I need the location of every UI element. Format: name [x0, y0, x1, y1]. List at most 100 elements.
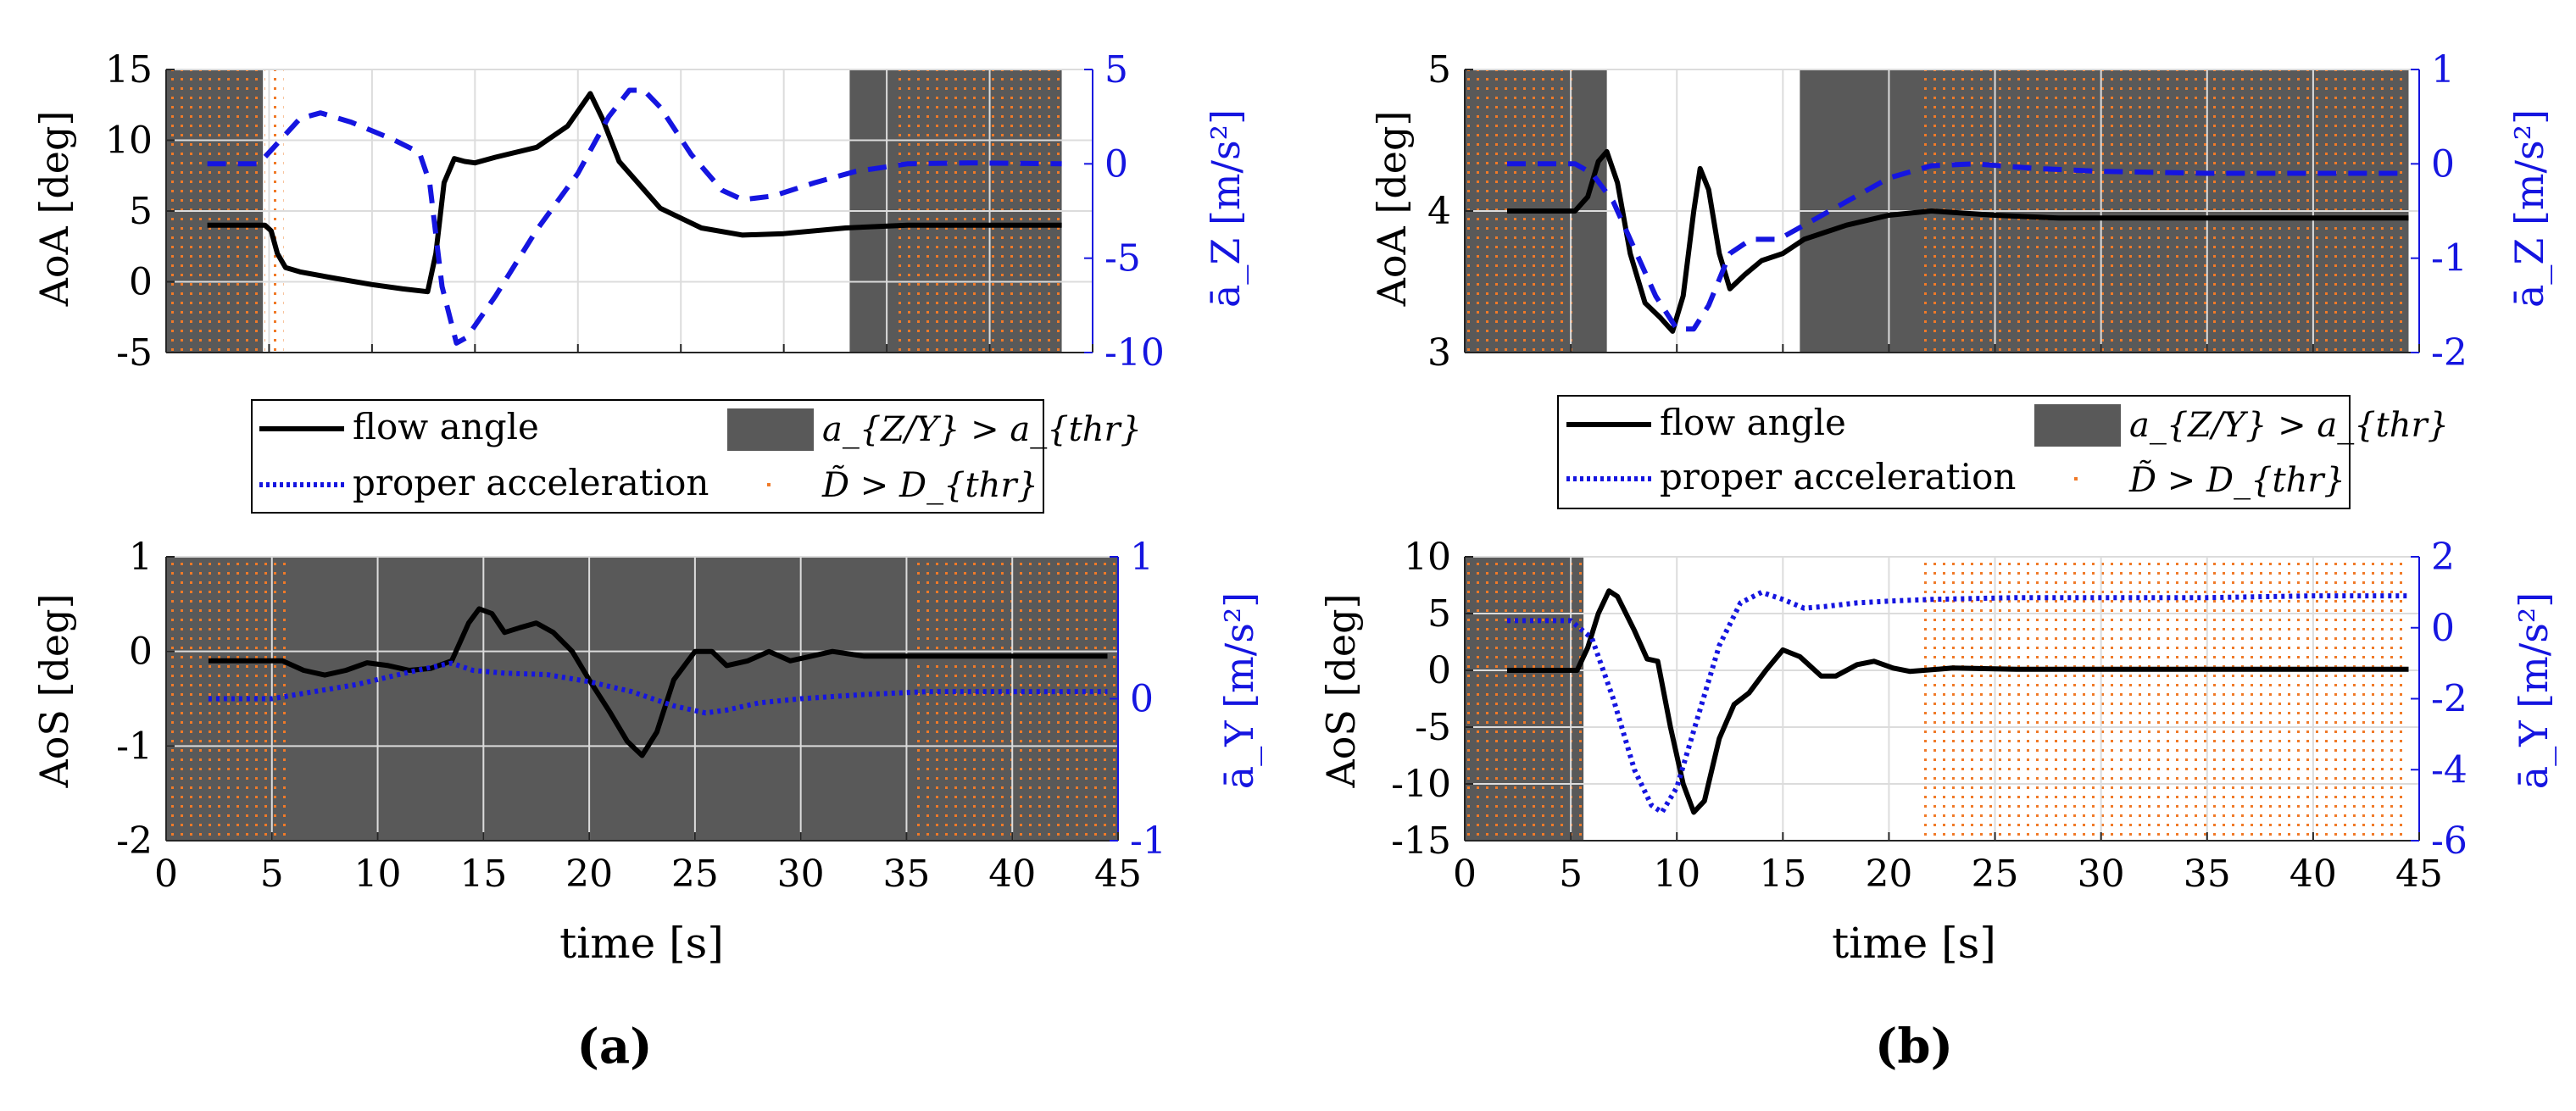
b-top-y2tick-label: 0: [2431, 142, 2455, 186]
legend-a: flow angle proper acceleration a_{Z/Y} >…: [251, 399, 1142, 514]
b-bottom-xtick-label: 10: [1653, 853, 1700, 896]
b-top-y2tick-label: 1: [2431, 48, 2455, 92]
chart-a-top: -5 0 5 10 15 -10 -5 0 5 AoA [deg] ā_Z [m/s²]: [31, 48, 1249, 375]
a-bottom-y2tick-label: 1: [1130, 536, 1154, 579]
a-bottom-spans: [166, 557, 1118, 841]
b-bottom-xtick-label: 5: [1559, 853, 1583, 896]
a-bottom-xtick-label: 35: [882, 853, 930, 896]
b-bottom-xtick-label: 15: [1759, 853, 1806, 896]
b-top-ytick-label: 3: [1427, 331, 1451, 375]
chart-a-bottom: 0 5 10 15 20 25 30 35 40 45 -2 -1 0 1 -1 0 1 AoS [deg] ā…: [31, 536, 1262, 968]
a-top-ytick-label: 10: [105, 119, 153, 163]
a-bottom-xlabel: time [s]: [559, 919, 724, 968]
panel-label-b: (b): [1875, 1019, 1953, 1075]
b-top-series-flow-angle: [1507, 148, 2409, 334]
b-bottom-xtick-label: 35: [2184, 853, 2231, 896]
a-top-y2tick-label: -5: [1104, 237, 1141, 281]
b-bottom-y2tick-label: -4: [2431, 748, 2468, 792]
a-top-y2tick-label: -10: [1104, 331, 1165, 375]
b-bottom-ytick-label: 10: [1404, 536, 1451, 579]
b-bottom-ytick-label: -15: [1391, 819, 1451, 863]
a-bottom-xtick-label: 40: [988, 853, 1036, 896]
b-top-ylabel: AoA [deg]: [1369, 111, 1415, 308]
b-bottom-y2tick-label: 0: [2431, 607, 2455, 650]
b-bottom-xlabel: time [s]: [1832, 919, 1996, 968]
b-bottom-ylabel: AoS [deg]: [1318, 593, 1364, 788]
legend-b-accel-label: proper acceleration: [1660, 456, 2016, 497]
a-bottom-ytick-label: -2: [116, 819, 153, 863]
a-bottom-ylabel: AoS [deg]: [31, 593, 77, 788]
a-bottom-ytick-label: 1: [129, 536, 153, 579]
b-top-ytick-label: 4: [1427, 190, 1451, 233]
b-bottom-y2tick-label: -2: [2431, 678, 2468, 721]
b-bottom-dist-span: [1918, 557, 2409, 841]
b-bottom-y2tick-label: 2: [2431, 536, 2455, 579]
a-bottom-y2tick-label: 0: [1130, 678, 1154, 721]
a-bottom-series-flow-angle: [208, 606, 1108, 758]
legend-b-dots-swatch: [2074, 477, 2078, 481]
legend-a-shade-swatch: [727, 408, 814, 451]
a-top-y2label: ā_Z [m/s²]: [1203, 109, 1249, 308]
b-top-y2tick-label: -1: [2431, 237, 2468, 281]
chart-b-bottom: 0 5 10 15 20 25 30 35 40 45 -15 -10 -5 0 5 10 -6 -4 -2 0 2 A…: [1318, 536, 2557, 968]
a-bottom-xtick-label: 25: [671, 853, 719, 896]
b-bottom-series: [1507, 588, 2409, 815]
a-bottom-series: [208, 606, 1108, 758]
b-bottom-ytick-label: 0: [1427, 649, 1451, 692]
a-bottom-axes: 0 5 10 15 20 25 30 35 40 45 -2 -1 0 1 -1 0 1: [116, 536, 1166, 896]
legend-b-flow-label: flow angle: [1660, 402, 1846, 443]
b-bottom-dist-span: [1465, 557, 1584, 841]
a-top-series: [207, 87, 1062, 346]
a-bottom-xtick-label: 5: [260, 853, 284, 896]
a-top-ytick-label: -5: [116, 331, 153, 375]
b-bottom-xtick-label: 30: [2078, 853, 2125, 896]
b-top-axes: 3 4 5 -2 -1 0 1: [1427, 48, 2468, 375]
a-bottom-ytick-label: 0: [129, 630, 153, 674]
a-top-series-flow-angle: [207, 91, 1062, 295]
a-top-ytick-label: 5: [129, 190, 153, 233]
b-top-y2label: ā_Z [m/s²]: [2506, 109, 2552, 308]
b-top-series: [1507, 148, 2409, 334]
b-bottom-ytick-label: 5: [1427, 592, 1451, 636]
b-bottom-axes: 0 5 10 15 20 25 30 35 40 45 -15 -10 -5 0 5 10 -6 -4 -2 0 2: [1391, 536, 2468, 896]
b-bottom-xtick-label: 40: [2289, 853, 2337, 896]
legend-b-shade-swatch: [2034, 404, 2121, 447]
b-top-y2tick-label: -2: [2431, 331, 2468, 375]
b-bottom-series-flow-angle: [1507, 588, 2409, 815]
legend-a-box: [251, 399, 1044, 514]
legend-a-flow-label: flow angle: [353, 406, 539, 447]
a-bottom-y2tick-label: -1: [1130, 819, 1166, 863]
b-top-series-proper-acceleration: [1507, 161, 2409, 332]
b-bottom-y2tick-label: -6: [2431, 819, 2468, 863]
a-top-ytick-label: 0: [129, 261, 153, 304]
a-bottom-xtick-label: 10: [354, 853, 402, 896]
panel-label-a: (a): [576, 1019, 652, 1075]
a-top-y2tick-label: 5: [1104, 48, 1128, 92]
b-bottom-xtick-label: 0: [1453, 853, 1477, 896]
b-bottom-xtick-label: 45: [2395, 853, 2443, 896]
a-bottom-xtick-label: 15: [459, 853, 507, 896]
a-top-ylabel: AoA [deg]: [31, 111, 77, 308]
b-bottom-ytick-label: -5: [1415, 706, 1451, 749]
b-bottom-ytick-label: -10: [1391, 763, 1451, 806]
legend-a-accel-label: proper acceleration: [353, 462, 709, 503]
b-bottom-y2label: ā_Y [m/s²]: [2511, 592, 2557, 789]
a-bottom-dist-span: [915, 557, 1118, 841]
b-bottom-spans: [1465, 557, 2419, 841]
b-bottom-xtick-label: 25: [1972, 853, 2019, 896]
a-top-y2tick-label: 0: [1104, 142, 1128, 186]
b-top-ytick-label: 5: [1427, 48, 1451, 92]
a-bottom-xtick-label: 0: [154, 853, 178, 896]
legend-b: flow angle proper acceleration a_{Z/Y} >…: [1557, 395, 2449, 509]
legend-a-dots-swatch: [767, 483, 771, 486]
chart-b-top: 3 4 5 -2 -1 0 1 AoA [deg] ā_Z [m/s²]: [1369, 48, 2552, 375]
a-top-ytick-label: 15: [105, 48, 153, 92]
legend-b-shade-label: a_{Z/Y} > a_{thr}: [2129, 406, 2449, 445]
a-top-series-proper-acceleration: [207, 87, 1062, 346]
b-bottom-xtick-label: 20: [1865, 853, 1912, 896]
a-bottom-xtick-label: 20: [565, 853, 613, 896]
legend-a-shade-label: a_{Z/Y} > a_{thr}: [822, 410, 1142, 449]
legend-b-dots-label: D̃ > D_{thr}: [2128, 460, 2345, 500]
legend-b-box: [1557, 395, 2351, 509]
